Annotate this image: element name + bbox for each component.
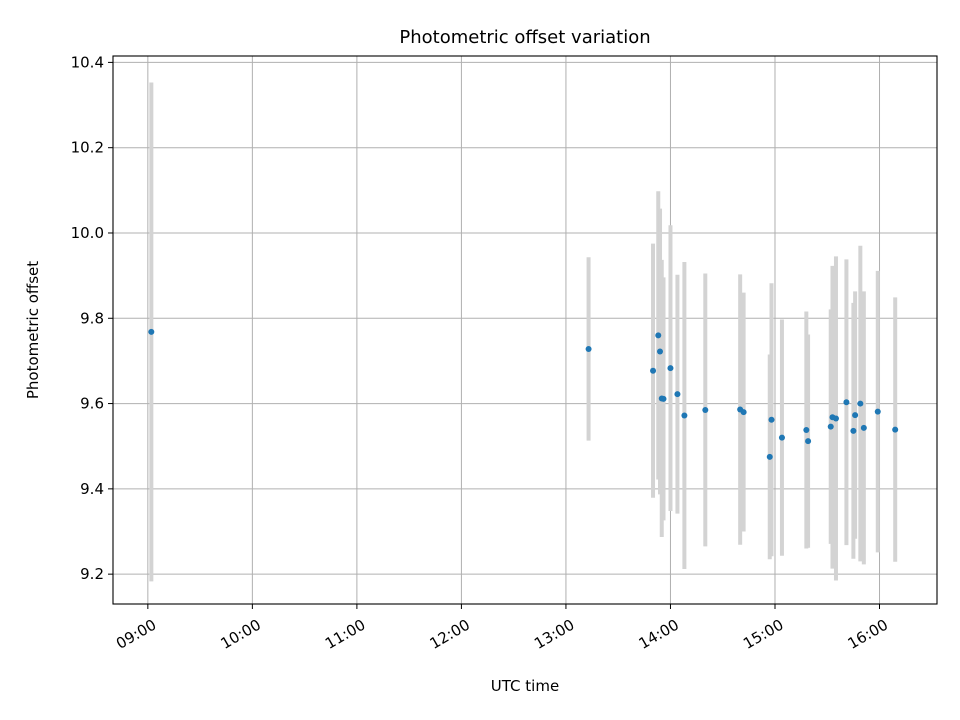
y-tick-label: 9.4 — [80, 480, 104, 498]
y-tick-label: 10.4 — [71, 53, 104, 71]
plot-frame — [112, 55, 938, 605]
data-point — [852, 412, 859, 419]
data-point — [674, 391, 681, 398]
data-point — [860, 424, 867, 431]
data-point — [803, 427, 810, 434]
x-axis-label: UTC time — [491, 677, 559, 695]
y-tick-label: 9.6 — [80, 395, 104, 413]
data-point — [148, 328, 155, 335]
y-axis-label: Photometric offset — [24, 261, 42, 399]
data-point — [766, 453, 773, 460]
data-point — [660, 395, 667, 402]
data-point — [850, 427, 857, 434]
chart-title: Photometric offset variation — [399, 27, 650, 48]
data-point — [585, 345, 592, 352]
data-point — [740, 409, 747, 416]
data-point — [681, 412, 688, 419]
y-tick-label: 9.2 — [80, 565, 104, 583]
data-point — [832, 415, 839, 422]
data-point — [657, 348, 664, 355]
data-point — [655, 332, 662, 339]
data-point — [667, 365, 674, 372]
y-tick-label: 9.8 — [80, 309, 104, 327]
y-axis: 9.2 9.4 9.6 9.8 10.0 10.2 10.4 — [71, 53, 113, 583]
data-point — [805, 438, 812, 445]
data-point — [857, 400, 864, 407]
y-tick-label: 10.0 — [71, 224, 104, 242]
data-point — [768, 416, 775, 423]
y-tick-label: 10.2 — [71, 139, 104, 157]
data-point — [874, 408, 881, 415]
data-point — [702, 406, 709, 413]
data-point — [892, 426, 899, 433]
data-point — [650, 367, 657, 374]
data-points — [148, 328, 899, 460]
data-point — [827, 423, 834, 430]
data-point — [778, 434, 785, 441]
data-point — [843, 399, 850, 406]
